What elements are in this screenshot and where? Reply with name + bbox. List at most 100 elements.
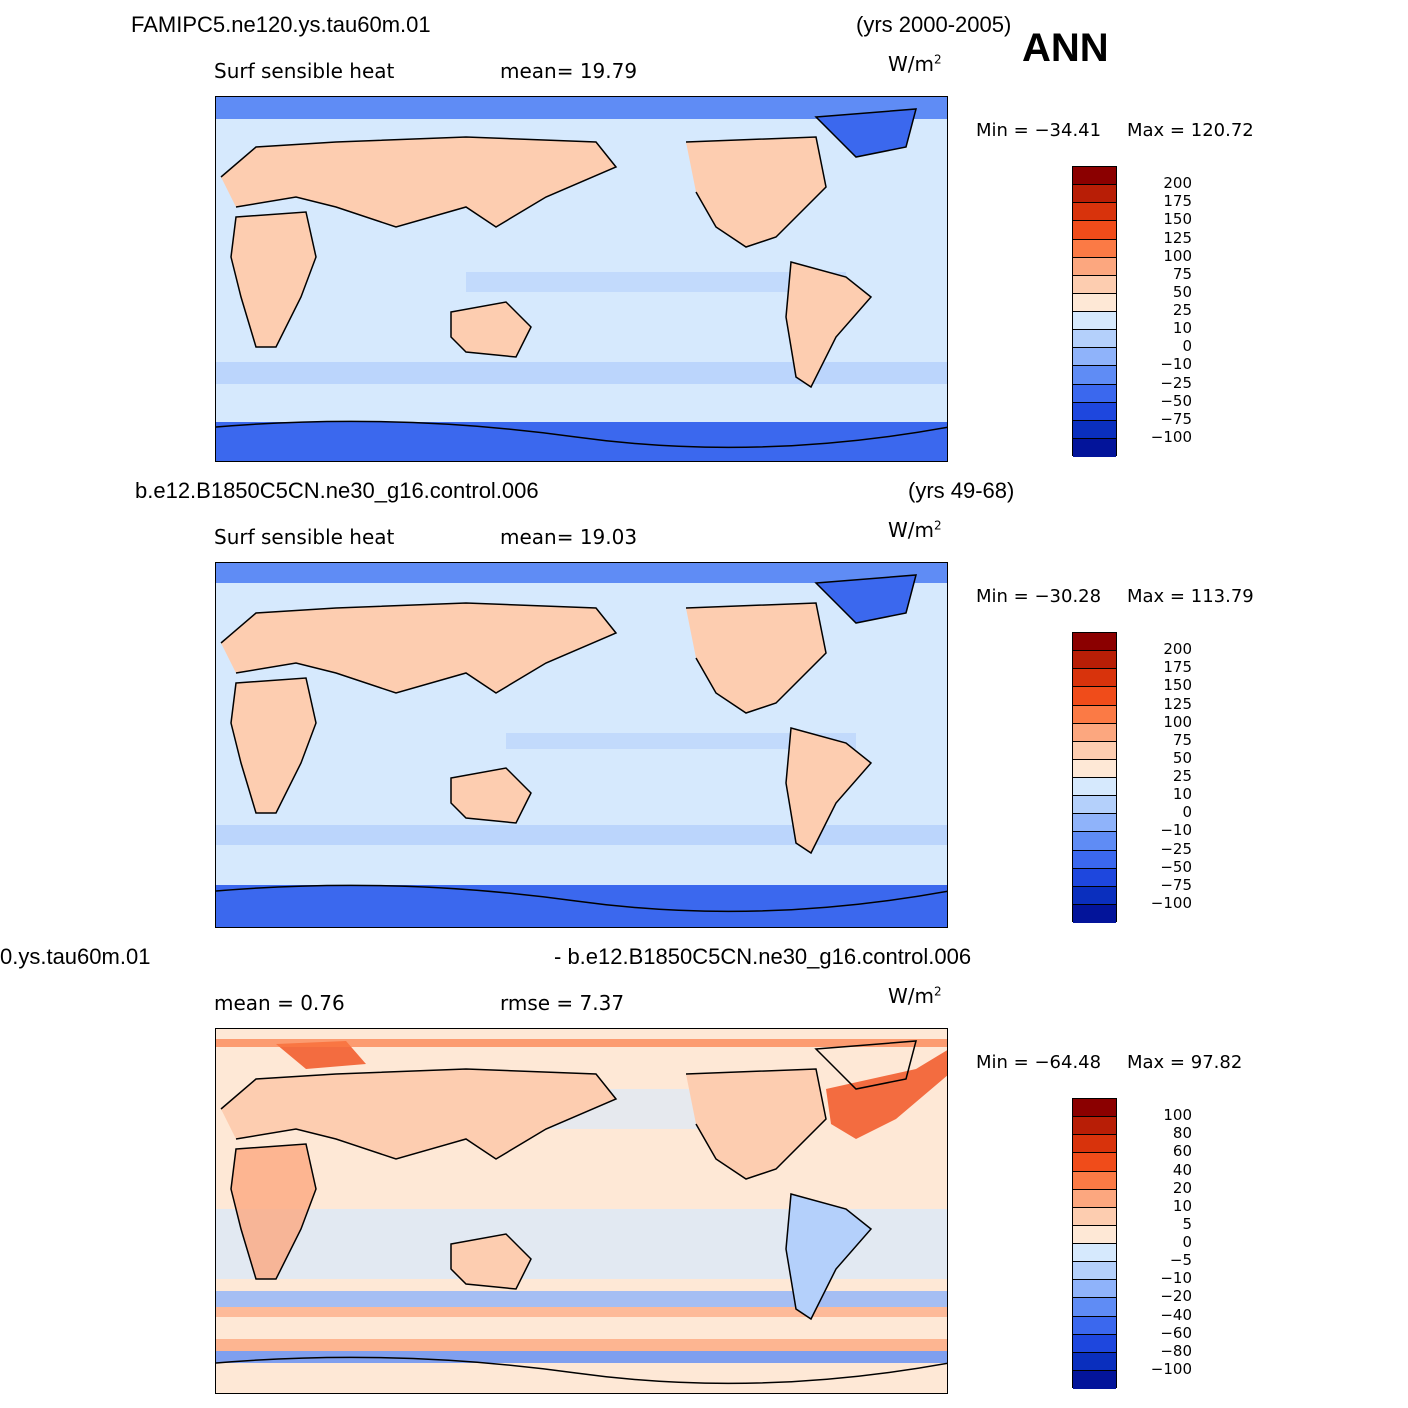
colorbar-level-label: 125 bbox=[1163, 694, 1192, 713]
season-label: ANN bbox=[1022, 26, 1109, 70]
colorbar-swatch bbox=[1073, 778, 1116, 797]
colorbar-level-label: −10 bbox=[1160, 355, 1192, 374]
colorbar-swatch bbox=[1073, 1280, 1116, 1299]
panel2-variable: Surf sensible heat bbox=[214, 525, 395, 549]
colorbar-swatch bbox=[1073, 239, 1116, 258]
panel2-units: W/m2 bbox=[888, 518, 942, 542]
colorbar-swatch bbox=[1073, 633, 1116, 652]
colorbar-level-label: 80 bbox=[1172, 1124, 1192, 1143]
panel3-max: Max = 97.82 bbox=[1127, 1052, 1243, 1073]
colorbar-swatch bbox=[1073, 1117, 1116, 1136]
panel3-min: Min = −64.48 bbox=[976, 1052, 1102, 1073]
colorbar-swatch bbox=[1073, 759, 1116, 778]
colorbar-level-label: 200 bbox=[1163, 640, 1192, 659]
colorbar-level-label: 40 bbox=[1172, 1160, 1192, 1179]
colorbar-swatch bbox=[1073, 1099, 1116, 1118]
colorbar-level-label: 60 bbox=[1172, 1142, 1192, 1161]
colorbar-swatch bbox=[1073, 1370, 1116, 1389]
colorbar-swatch bbox=[1073, 384, 1116, 403]
panel3-units: W/m2 bbox=[888, 984, 942, 1008]
colorbar-level-label: 50 bbox=[1172, 748, 1192, 767]
panel3-case-left: 0.ys.tau60m.01 bbox=[0, 944, 151, 969]
colorbar-level-label: −10 bbox=[1160, 1269, 1192, 1288]
panel2-colorbar bbox=[1072, 632, 1117, 923]
colorbar-level-label: 0 bbox=[1182, 337, 1192, 356]
colorbar-swatch bbox=[1073, 886, 1116, 905]
colorbar-level-label: 50 bbox=[1172, 282, 1192, 301]
panel2-mean: mean= 19.03 bbox=[500, 525, 638, 549]
colorbar-swatch bbox=[1073, 1225, 1116, 1244]
colorbar-swatch bbox=[1073, 167, 1116, 186]
colorbar-swatch bbox=[1073, 1244, 1116, 1263]
colorbar-level-label: 175 bbox=[1163, 192, 1192, 211]
panel2-max: Max = 113.79 bbox=[1127, 586, 1254, 607]
colorbar-swatch bbox=[1073, 402, 1116, 421]
panel3-map bbox=[215, 1028, 948, 1394]
colorbar-level-label: 10 bbox=[1172, 785, 1192, 804]
colorbar-level-label: −5 bbox=[1169, 1251, 1192, 1270]
colorbar-swatch bbox=[1073, 796, 1116, 815]
panel3-colorbar bbox=[1072, 1098, 1117, 1389]
colorbar-swatch bbox=[1073, 669, 1116, 688]
panel1-units: W/m2 bbox=[888, 52, 942, 76]
panel2-colorbar-labels: 200 175 150 125 100 75 50 25 10 0 −10 −25 −50 −75 −100 bbox=[1122, 632, 1192, 922]
colorbar-level-label: 5 bbox=[1182, 1214, 1192, 1233]
panel3-map-svg bbox=[216, 1029, 947, 1393]
colorbar-swatch bbox=[1073, 1352, 1116, 1371]
colorbar-level-label: 20 bbox=[1172, 1178, 1192, 1197]
colorbar-level-label: −100 bbox=[1150, 427, 1192, 446]
panel1-max: Max = 120.72 bbox=[1127, 120, 1254, 141]
panel2-map bbox=[215, 562, 948, 928]
colorbar-level-label: 0 bbox=[1182, 803, 1192, 822]
colorbar-level-label: 175 bbox=[1163, 658, 1192, 677]
panel2-years: (yrs 49-68) bbox=[908, 478, 1015, 503]
colorbar-swatch bbox=[1073, 1316, 1116, 1335]
colorbar-level-label: −75 bbox=[1160, 875, 1192, 894]
colorbar-swatch bbox=[1073, 1207, 1116, 1226]
colorbar-swatch bbox=[1073, 1135, 1116, 1154]
colorbar-swatch bbox=[1073, 275, 1116, 294]
panel3-colorbar-labels: 100 80 60 40 20 10 5 0 −5 −10 −20 −40 −60 −80 −100 bbox=[1122, 1098, 1192, 1388]
colorbar-level-label: 75 bbox=[1172, 730, 1192, 749]
colorbar-swatch bbox=[1073, 904, 1116, 923]
colorbar-swatch bbox=[1073, 1189, 1116, 1208]
colorbar-swatch bbox=[1073, 257, 1116, 276]
colorbar-swatch bbox=[1073, 203, 1116, 222]
panel1-mean: mean= 19.79 bbox=[500, 59, 638, 83]
panel1-years: (yrs 2000-2005) bbox=[856, 12, 1012, 37]
colorbar-swatch bbox=[1073, 868, 1116, 887]
panel1-colorbar bbox=[1072, 166, 1117, 457]
colorbar-swatch bbox=[1073, 312, 1116, 331]
panel1-case-title: FAMIPC5.ne120.ys.tau60m.01 bbox=[131, 12, 431, 37]
colorbar-level-label: −100 bbox=[1150, 893, 1192, 912]
colorbar-level-label: 0 bbox=[1182, 1233, 1192, 1251]
panel1-map bbox=[215, 96, 948, 462]
colorbar-swatch bbox=[1073, 438, 1116, 457]
colorbar-swatch bbox=[1073, 814, 1116, 833]
panel1-colorbar-labels: 200 175 150 125 100 75 50 25 10 0 −10 −25 −50 −75 −100 bbox=[1122, 166, 1192, 456]
colorbar-swatch bbox=[1073, 1262, 1116, 1281]
colorbar-level-label: −80 bbox=[1160, 1341, 1192, 1360]
colorbar-swatch bbox=[1073, 420, 1116, 439]
colorbar-swatch bbox=[1073, 348, 1116, 367]
panel1-map-svg bbox=[216, 97, 947, 461]
panel3-mean: mean = 0.76 bbox=[214, 991, 345, 1015]
panel2-case-title: b.e12.B1850C5CN.ne30_g16.control.006 bbox=[135, 478, 539, 503]
colorbar-level-label: −50 bbox=[1160, 857, 1192, 876]
panel2-min: Min = −30.28 bbox=[976, 586, 1102, 607]
colorbar-level-label: −20 bbox=[1160, 1287, 1192, 1306]
colorbar-swatch bbox=[1073, 687, 1116, 706]
colorbar-level-label: −40 bbox=[1160, 1305, 1192, 1324]
colorbar-level-label: 75 bbox=[1172, 264, 1192, 283]
colorbar-level-label: 25 bbox=[1172, 767, 1192, 785]
colorbar-level-label: 150 bbox=[1163, 210, 1192, 229]
colorbar-swatch bbox=[1073, 705, 1116, 724]
colorbar-swatch bbox=[1073, 832, 1116, 851]
colorbar-level-label: −50 bbox=[1160, 391, 1192, 410]
colorbar-level-label: −25 bbox=[1160, 373, 1192, 392]
colorbar-swatch bbox=[1073, 293, 1116, 312]
colorbar-level-label: 100 bbox=[1163, 712, 1192, 731]
colorbar-swatch bbox=[1073, 1153, 1116, 1172]
colorbar-swatch bbox=[1073, 651, 1116, 670]
colorbar-swatch bbox=[1073, 330, 1116, 349]
